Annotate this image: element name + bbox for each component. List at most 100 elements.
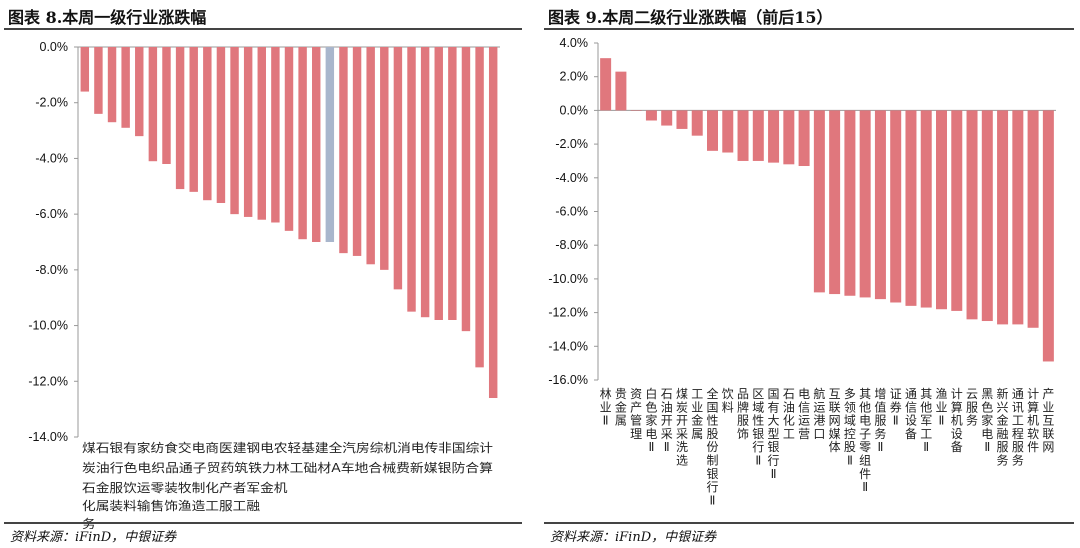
category-label-石油化工: 石油化工 bbox=[783, 387, 795, 441]
category-label-证券Ⅱ: 证券 Ⅱ bbox=[890, 387, 902, 428]
bar-国防军工 bbox=[448, 47, 457, 320]
svg-text:资产管理: 资产管理 bbox=[630, 387, 642, 441]
bar-证券Ⅱ bbox=[890, 110, 902, 303]
svg-text:通讯工程服务: 通讯工程服务 bbox=[1012, 387, 1024, 468]
svg-text:工业金属: 工业金属 bbox=[691, 387, 703, 441]
y-tick-label: -6.0% bbox=[35, 207, 68, 221]
y-tick-label: -2.0% bbox=[555, 137, 588, 151]
y-tick-label: 4.0% bbox=[560, 36, 589, 50]
bar-煤炭 bbox=[80, 47, 90, 92]
bar-传媒 bbox=[420, 47, 430, 318]
category-label-国有大型银行Ⅱ: 国有大型银行 Ⅱ bbox=[768, 387, 780, 481]
svg-text:饮料: 饮料 bbox=[722, 387, 734, 414]
category-label-通讯工程服务: 通讯工程服务 bbox=[1012, 387, 1024, 468]
bar-机械 bbox=[380, 47, 389, 270]
svg-text:产业互联网: 产业互联网 bbox=[1042, 387, 1054, 454]
svg-text:计算机设备: 计算机设备 bbox=[951, 387, 963, 454]
bar-贵金属 bbox=[615, 71, 627, 111]
bar-纺织服装 bbox=[148, 47, 158, 162]
svg-text:互联网媒体: 互联网媒体 bbox=[829, 387, 841, 454]
bar-基础化工 bbox=[298, 47, 307, 240]
bar-新兴金融服务 bbox=[997, 110, 1009, 325]
y-tick-label: -4.0% bbox=[35, 151, 68, 165]
bar-其他军工Ⅱ bbox=[920, 110, 932, 308]
category-label-饮料: 饮料 bbox=[722, 387, 734, 414]
bar-区域性银行Ⅱ bbox=[752, 110, 764, 161]
bar-chart-level2: 4.0% 2.0% 0.0% -2.0% -4.0% -6.0% -8.0% -10.0% -1… bbox=[548, 36, 1056, 507]
y-tick-label: -12.0% bbox=[28, 374, 68, 388]
source-note-level1: 资料来源：iFinD，中银证券 bbox=[10, 530, 177, 545]
category-label-航运港口: 航运港口 bbox=[813, 386, 825, 441]
category-label-贵金属: 贵金属 bbox=[615, 387, 627, 428]
bar-增值服务Ⅱ bbox=[874, 110, 886, 300]
bar-商贸零售 bbox=[203, 47, 212, 201]
bar-互联网媒体 bbox=[829, 110, 841, 295]
y-tick-label: -10.0% bbox=[28, 319, 68, 333]
y-tick-label: 0.0% bbox=[40, 40, 69, 54]
bar-云服务 bbox=[966, 110, 978, 320]
bar-石油开采Ⅱ bbox=[661, 110, 673, 126]
bar-石油化工 bbox=[783, 110, 795, 165]
category-label-计算机软件: 计算机软件 bbox=[1027, 387, 1039, 454]
y-tick-label: 2.0% bbox=[560, 70, 589, 84]
bar-非银 bbox=[434, 47, 443, 320]
bar-资产管理 bbox=[630, 110, 642, 111]
source-note-level2: 资料来源：iFinD，中银证券 bbox=[550, 530, 717, 545]
y-tick-label: -8.0% bbox=[555, 238, 588, 252]
category-label-区域性银行Ⅱ: 区域性银行 Ⅱ bbox=[752, 387, 764, 468]
bar-白色家电Ⅱ bbox=[645, 110, 657, 121]
category-label-其他电子零组件Ⅱ: 其他电子零组件 Ⅱ bbox=[859, 387, 871, 494]
title-rule bbox=[4, 28, 522, 30]
y-tick-label: -12.0% bbox=[548, 306, 588, 320]
bar-综合金融 bbox=[475, 47, 484, 368]
bar-工业金属 bbox=[691, 110, 703, 136]
bar-钢铁 bbox=[243, 47, 253, 217]
category-label-通信设备: 通信设备 bbox=[905, 387, 917, 441]
bar-航运港口 bbox=[813, 110, 825, 293]
y-tick-label: -10.0% bbox=[548, 272, 588, 286]
bar-家电 bbox=[135, 47, 144, 137]
bar-林业Ⅱ bbox=[600, 58, 612, 111]
category-label-row: 石金服饮运零装牧制化产者军金机 bbox=[82, 480, 288, 495]
category-label-新兴金融服务: 新兴金融服务 bbox=[997, 386, 1009, 468]
y-tick-label: -14.0% bbox=[548, 339, 588, 353]
chart-panel-industry-level1: 图表 8.本周一级行业涨跌幅 0.0% -2.0% -4.0% -6.0% -8.0% -… bbox=[0, 0, 528, 548]
chart-title-level1: 图表 8.本周一级行业涨跌幅 bbox=[8, 8, 207, 27]
bar-轻工制造 bbox=[284, 47, 294, 231]
category-label-煤炭开采洗选: 煤炭开采洗选 bbox=[676, 387, 688, 468]
category-label-产业互联网: 产业互联网 bbox=[1042, 387, 1054, 454]
y-tick-label: -4.0% bbox=[555, 171, 588, 185]
bar-计算机软件 bbox=[1027, 110, 1039, 328]
svg-text:计算机软件: 计算机软件 bbox=[1027, 387, 1039, 454]
bar-有色金属 bbox=[121, 47, 130, 128]
bar-交通运输 bbox=[175, 47, 185, 190]
category-label-row: 化属装料输售饰渔造工服工融 bbox=[82, 498, 260, 513]
bar-电信运营 bbox=[798, 110, 810, 167]
y-tick-label: -8.0% bbox=[35, 263, 68, 277]
bar-电新 bbox=[407, 47, 416, 312]
bar-饮料 bbox=[722, 110, 734, 153]
bar-通信 bbox=[488, 47, 498, 398]
bar-电子 bbox=[189, 47, 198, 192]
bar-电力 bbox=[257, 47, 266, 220]
bar-建筑装饰 bbox=[230, 47, 239, 215]
bar-银行 bbox=[107, 47, 117, 123]
bar-建材 bbox=[312, 47, 321, 242]
bar-计算机 bbox=[461, 47, 471, 332]
bar-渔业Ⅱ bbox=[936, 110, 947, 310]
bar-黑色家电Ⅱ bbox=[981, 110, 993, 322]
bar-石油石化 bbox=[94, 47, 103, 114]
source-rule bbox=[544, 522, 1074, 524]
bar-综合 bbox=[366, 47, 375, 265]
category-label-黑色家电Ⅱ: 黑色家电 Ⅱ bbox=[981, 387, 993, 454]
svg-text:石油化工: 石油化工 bbox=[783, 387, 795, 441]
svg-text:通信设备: 通信设备 bbox=[905, 387, 917, 441]
bar-计算机设备 bbox=[951, 110, 963, 311]
y-tick-label: -2.0% bbox=[35, 96, 68, 110]
